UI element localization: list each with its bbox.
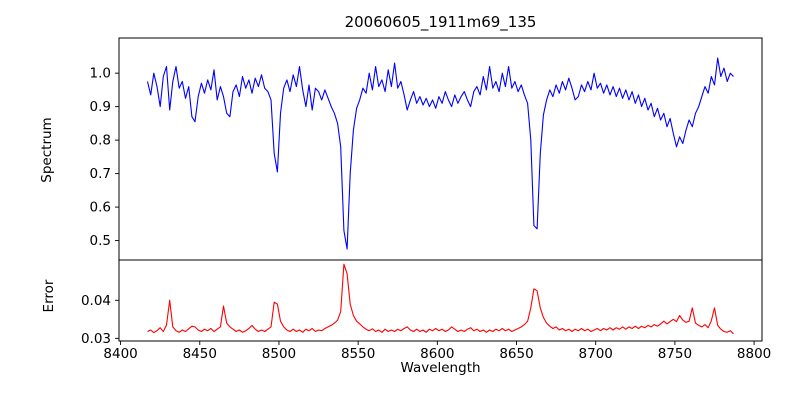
error-plot-frame — [118, 259, 763, 342]
error-y-tick-label: 0.03 — [81, 331, 111, 347]
x-tick-label: 8400 — [103, 346, 137, 362]
x-tick-label: 8800 — [737, 346, 771, 362]
x-tick-label: 8700 — [579, 346, 613, 362]
x-tick-label: 8550 — [341, 346, 375, 362]
x-tick-label: 8750 — [658, 346, 692, 362]
x-tick-label: 8500 — [262, 346, 296, 362]
chart-title: 20060605_1911m69_135 — [344, 13, 537, 31]
spectrum-line — [146, 57, 734, 250]
x-tick-label: 8450 — [183, 346, 217, 362]
spectrum-y-tick-label: 0.6 — [90, 200, 111, 216]
error-line — [147, 263, 734, 335]
spectrum-y-tick-label: 0.8 — [90, 133, 111, 149]
spectrum-y-tick-label: 1.0 — [90, 66, 111, 82]
spectrum-y-tick-label: 0.5 — [90, 233, 111, 249]
x-tick-label: 8650 — [499, 346, 533, 362]
spectrum-plot-frame — [118, 37, 763, 261]
x-axis-label: Wavelength — [400, 360, 481, 376]
x-tick-label: 8600 — [420, 346, 454, 362]
error-y-tick-label: 0.04 — [81, 293, 111, 309]
spectrum-y-tick-label: 0.9 — [90, 99, 111, 115]
spectrum-y-tick-label: 0.7 — [90, 166, 111, 182]
